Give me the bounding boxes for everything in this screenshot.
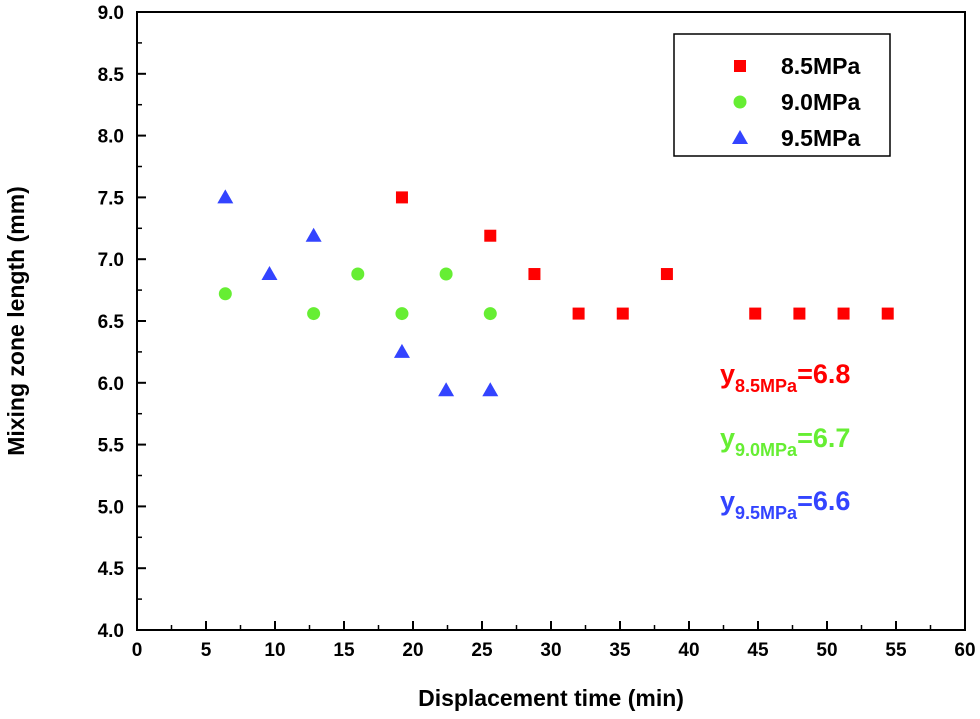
data-points (217, 189, 894, 397)
y-tick-label: 4.5 (98, 559, 125, 580)
x-tick-label: 5 (201, 640, 212, 661)
data-point (439, 267, 453, 281)
fit-annotation: y9.5MPa=6.6 (720, 486, 850, 523)
legend-label: 8.5MPa (781, 53, 860, 79)
legend: 8.5MPa 9.0MPa 9.5MPa (673, 33, 891, 157)
data-point (616, 307, 629, 320)
data-point (438, 382, 455, 397)
x-tick-label: 20 (402, 640, 423, 661)
x-tick-label: 0 (132, 640, 143, 661)
fit-annotations: y8.5MPa=6.8 y9.0MPa=6.7 y9.5MPa=6.6 (720, 359, 850, 523)
legend-box (673, 33, 891, 157)
data-point (305, 227, 322, 242)
series-9.0MPa (218, 267, 497, 321)
y-tick-label: 6.0 (98, 374, 124, 395)
data-point (660, 268, 673, 281)
data-point (572, 307, 585, 320)
data-point (749, 307, 762, 320)
plot-frame (136, 11, 966, 631)
x-axis-title: Displacement time (min) (418, 685, 684, 711)
x-tick-label: 60 (954, 640, 975, 661)
y-tick-label: 5.0 (98, 497, 124, 518)
y-tick-label: 4.0 (98, 621, 124, 642)
data-point (393, 343, 410, 358)
x-tick-label: 10 (264, 640, 285, 661)
x-tick-label: 30 (540, 640, 561, 661)
x-tick-label: 55 (885, 640, 907, 661)
y-tick-label: 7.5 (98, 188, 125, 209)
y-axis-title: Mixing zone length (mm) (3, 186, 29, 456)
series-9.5MPa (217, 189, 499, 397)
data-point (261, 266, 278, 281)
x-tick-label: 40 (678, 640, 699, 661)
x-tick-label: 35 (609, 640, 631, 661)
data-point (482, 382, 499, 397)
y-tick-label: 8.0 (98, 127, 124, 148)
data-point (395, 191, 408, 204)
x-tick-label: 50 (816, 640, 837, 661)
legend-marker (733, 95, 747, 109)
x-tick-labels: 0 5 10 15 20 25 30 35 40 45 50 55 60 (132, 640, 976, 661)
x-tick-label: 15 (333, 640, 355, 661)
y-tick-label: 6.5 (98, 312, 125, 333)
data-point (528, 268, 541, 281)
data-point (307, 307, 321, 321)
y-tick-labels: 4.0 4.5 5.0 5.5 6.0 6.5 7.0 7.5 8.0 8.5 9.0 (98, 3, 125, 642)
fit-annotation: y8.5MPa=6.8 (720, 359, 850, 396)
series-8.5MPa (395, 191, 894, 320)
data-point (483, 307, 497, 321)
legend-marker (732, 130, 748, 144)
data-point (484, 229, 497, 242)
data-point (793, 307, 806, 320)
y-tick-label: 7.0 (98, 250, 124, 271)
x-tick-label: 25 (471, 640, 493, 661)
y-tick-label: 5.5 (98, 436, 125, 457)
legend-label: 9.5MPa (781, 125, 860, 151)
x-tick-label: 45 (747, 640, 769, 661)
data-point (881, 307, 894, 320)
data-point (351, 267, 365, 281)
legend-label: 9.0MPa (781, 89, 860, 115)
fit-annotation: y9.0MPa=6.7 (720, 423, 850, 460)
data-point (837, 307, 850, 320)
legend-marker (734, 60, 746, 72)
data-point (217, 189, 234, 204)
y-tick-label: 9.0 (98, 3, 124, 24)
data-point (395, 307, 409, 321)
y-tick-label: 8.5 (98, 65, 125, 86)
data-point (218, 287, 232, 301)
